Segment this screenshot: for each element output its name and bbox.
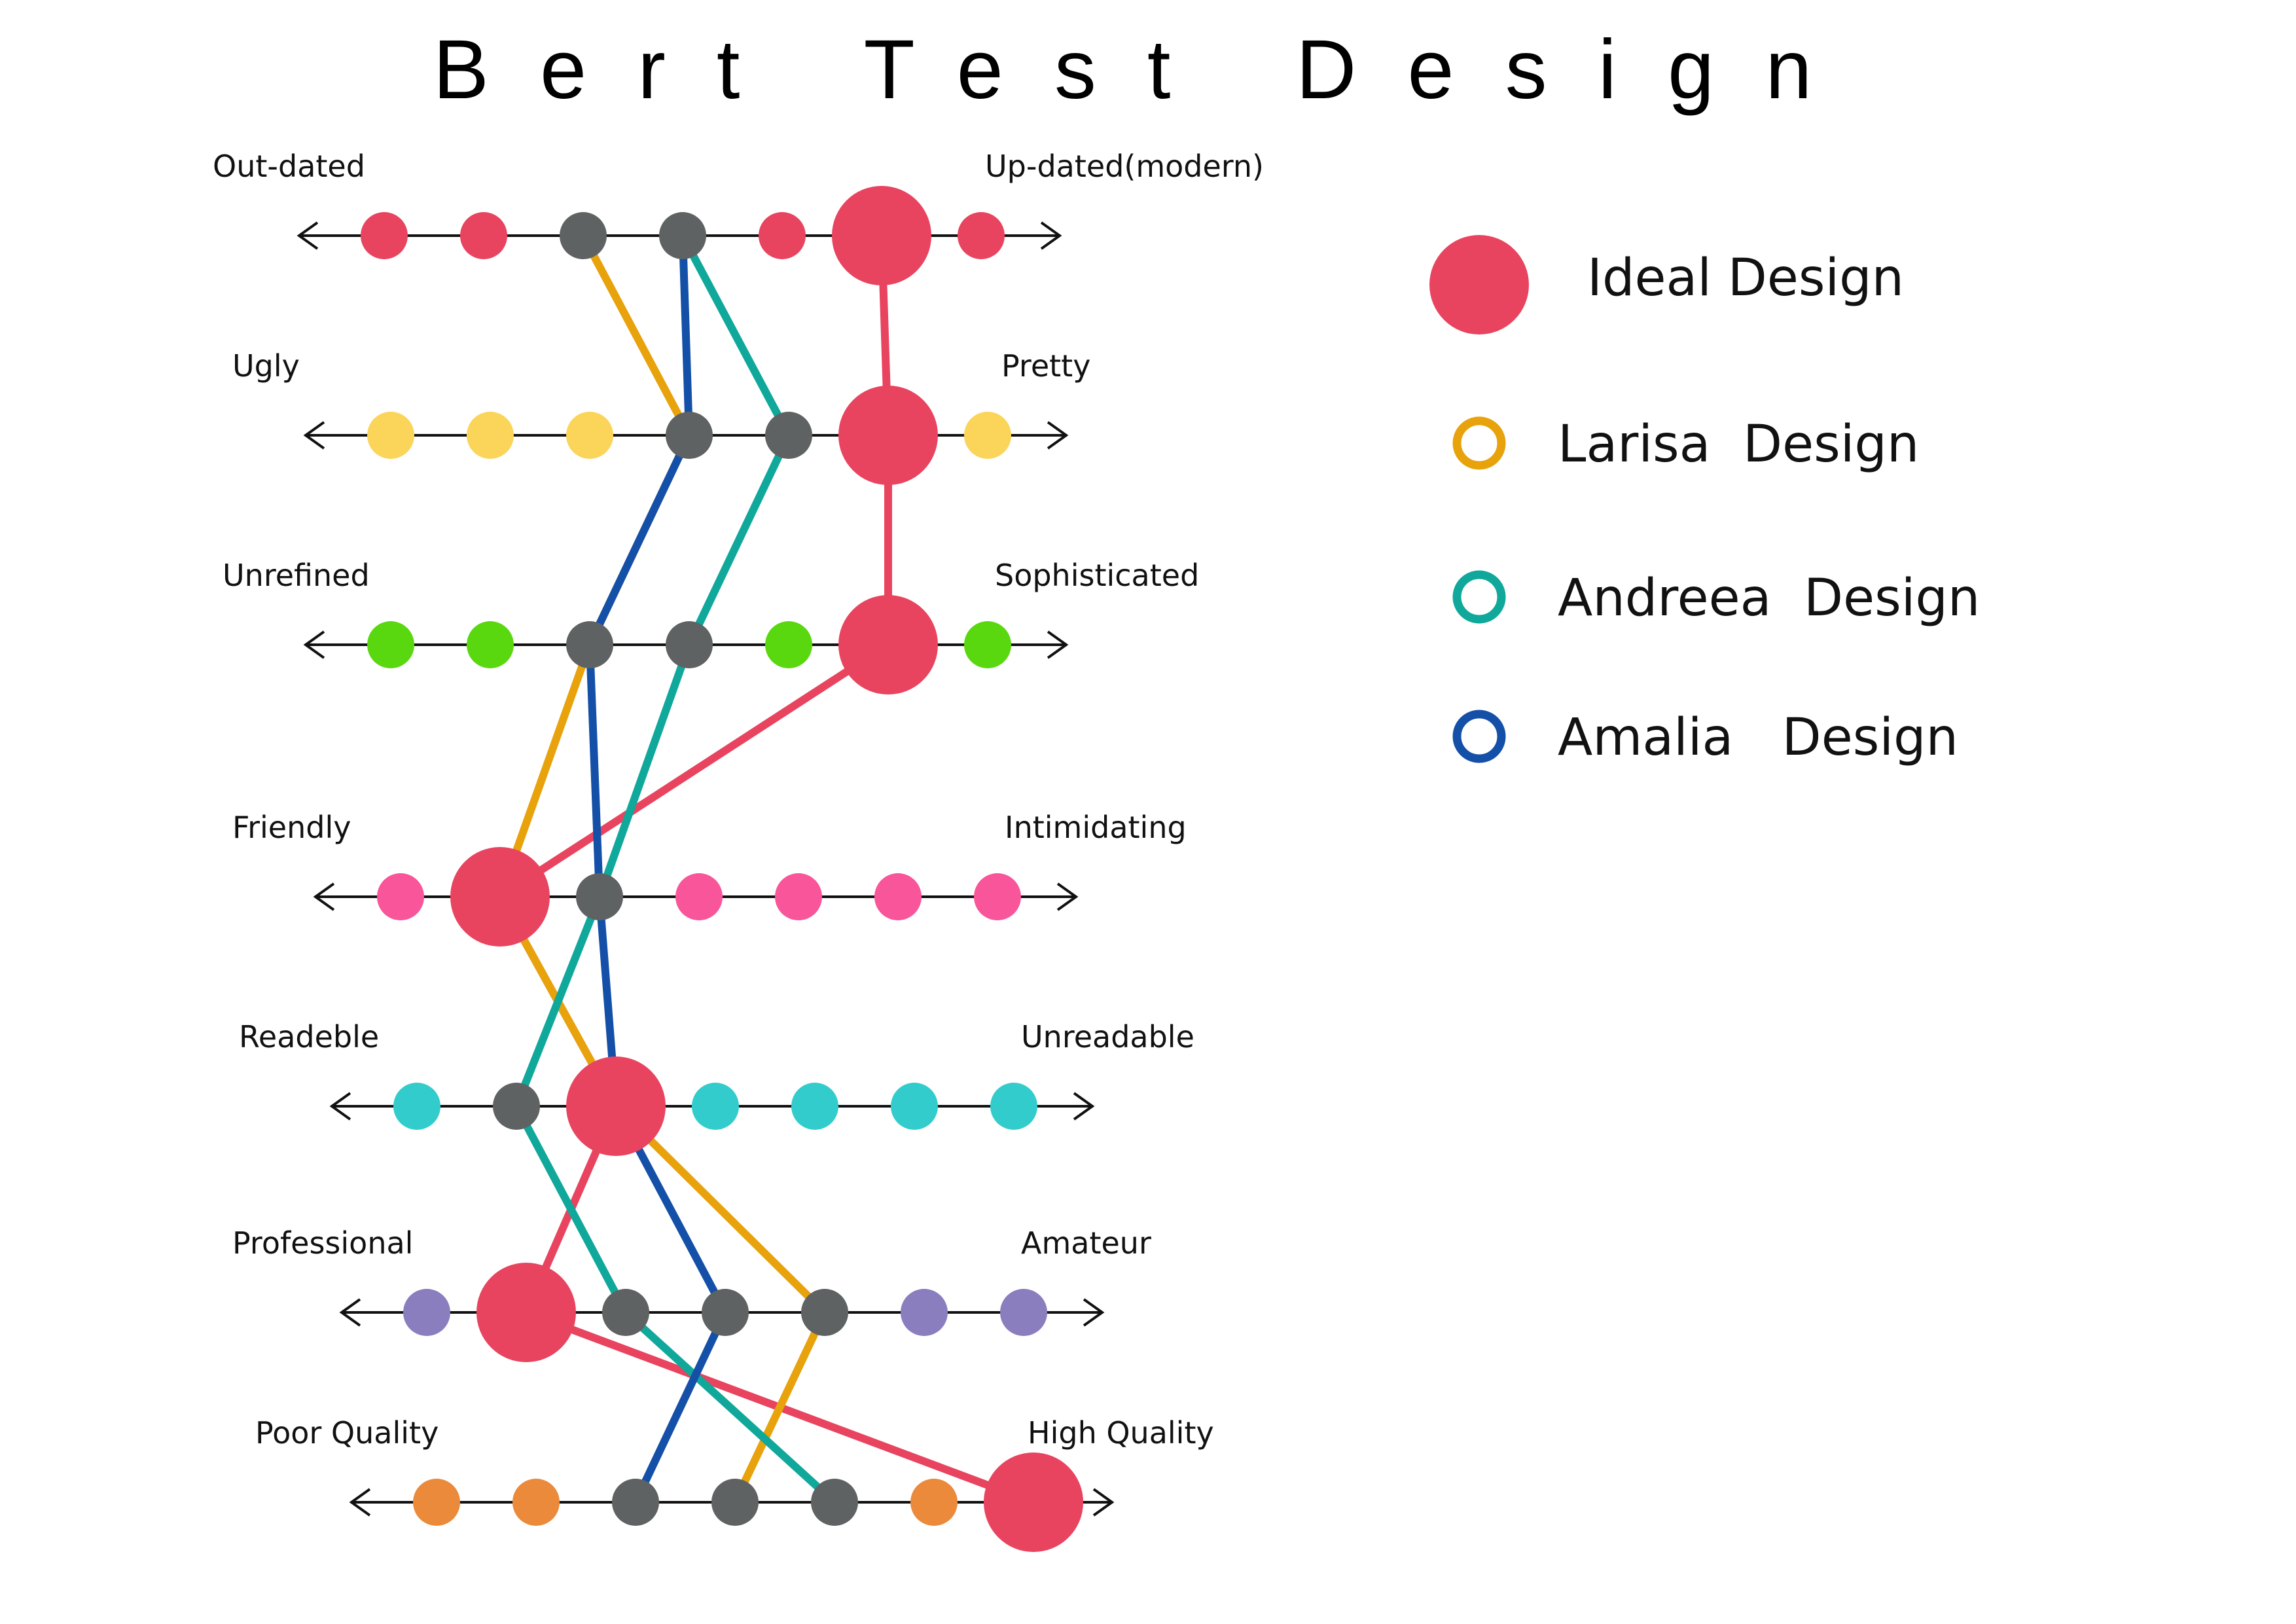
scale-point: [602, 1289, 649, 1336]
axis-arrow-right: [1073, 1092, 1095, 1121]
row-label-left: Unrefined: [223, 558, 370, 593]
ideal-point: [984, 1453, 1083, 1552]
scale-point: [958, 212, 1005, 259]
legend-marker-ring: [1452, 570, 1506, 624]
scale-point: [367, 412, 414, 459]
scale-point: [612, 1479, 659, 1526]
scale-point: [566, 621, 613, 668]
axis-arrow-right: [1047, 630, 1069, 659]
ideal-point: [838, 386, 938, 485]
ideal-point: [476, 1263, 576, 1362]
dots-layer: [361, 186, 1083, 1552]
legend-label: Andreea Design: [1558, 569, 1980, 628]
row-label-right: Up-dated(modern): [985, 149, 1264, 184]
scale-point: [974, 873, 1021, 920]
axis-arrow-left: [339, 1298, 361, 1327]
labels-layer: Out-dated Up-dated(modern) Ugly Pretty Unref…: [213, 149, 1264, 1451]
scale-point: [566, 412, 613, 459]
legend-marker-ideal: [1429, 235, 1529, 334]
axis-arrow-left: [329, 1092, 351, 1121]
scale-point: [901, 1289, 948, 1336]
scale-point: [675, 873, 723, 920]
legend-label: Amalia Design: [1558, 708, 1958, 767]
row-label-right: High Quality: [1028, 1415, 1214, 1451]
row-label-left: Readeble: [239, 1019, 379, 1055]
scale-point: [765, 412, 812, 459]
scale-point: [460, 212, 507, 259]
scale-point: [659, 212, 706, 259]
scale-point: [413, 1479, 460, 1526]
row-label-right: Unreadable: [1021, 1019, 1194, 1055]
scale-point: [910, 1479, 958, 1526]
scale-point: [801, 1289, 848, 1336]
scale-point: [775, 873, 822, 920]
scale-point: [964, 412, 1011, 459]
ideal-point: [838, 595, 938, 695]
scale-point: [560, 212, 607, 259]
legend-marker-ring: [1452, 710, 1506, 763]
scale-point: [393, 1083, 440, 1130]
axis-arrow-right: [1092, 1488, 1115, 1517]
row-label-right: Pretty: [1001, 348, 1090, 384]
axis-arrow-right: [1056, 882, 1079, 911]
scale-point: [467, 621, 514, 668]
row-label-left: Professional: [232, 1225, 413, 1261]
scale-point: [874, 873, 922, 920]
scale-point: [403, 1289, 450, 1336]
scale-point: [1000, 1289, 1047, 1336]
axis-arrow-left: [313, 882, 335, 911]
axis-arrow-right: [1040, 221, 1062, 250]
scale-point: [990, 1083, 1037, 1130]
legend: Ideal Design Larisa Design Andreea Design A…: [1429, 235, 1980, 767]
scale-point: [512, 1479, 560, 1526]
axis-arrow-left: [303, 421, 325, 450]
axis-arrow-left: [303, 630, 325, 659]
scale-point: [891, 1083, 938, 1130]
scale-point: [666, 412, 713, 459]
scale-point: [467, 412, 514, 459]
ideal-point: [832, 186, 931, 285]
axis-arrow-left: [296, 221, 319, 250]
scale-point: [576, 873, 623, 920]
chart-title: Bert Test Design: [433, 23, 1863, 117]
axis-arrow-right: [1083, 1298, 1105, 1327]
scale-point: [964, 621, 1011, 668]
legend-label: Ideal Design: [1587, 249, 1904, 308]
scale-point: [711, 1479, 759, 1526]
row-label-left: Ugly: [232, 348, 300, 384]
legend-label: Larisa Design: [1558, 415, 1919, 474]
scale-point: [367, 621, 414, 668]
axis-arrow-left: [349, 1488, 371, 1517]
ideal-point: [450, 847, 550, 947]
scale-point: [361, 212, 408, 259]
scale-point: [791, 1083, 838, 1130]
scale-point: [759, 212, 806, 259]
scale-point: [493, 1083, 540, 1130]
axis-arrow-right: [1047, 421, 1069, 450]
scale-point: [377, 873, 424, 920]
row-label-right: Intimidating: [1005, 810, 1187, 845]
scale-point: [692, 1083, 739, 1130]
ideal-point: [566, 1056, 666, 1156]
scale-point: [702, 1289, 749, 1336]
row-label-left: Poor Quality: [255, 1415, 439, 1451]
legend-marker-ring: [1452, 416, 1506, 470]
scale-point: [765, 621, 812, 668]
row-label-right: Sophisticated: [995, 558, 1199, 593]
row-label-left: Out-dated: [213, 149, 365, 184]
row-label-left: Friendly: [232, 810, 351, 845]
scale-point: [666, 621, 713, 668]
scale-point: [811, 1479, 858, 1526]
row-label-right: Amateur: [1021, 1225, 1151, 1261]
